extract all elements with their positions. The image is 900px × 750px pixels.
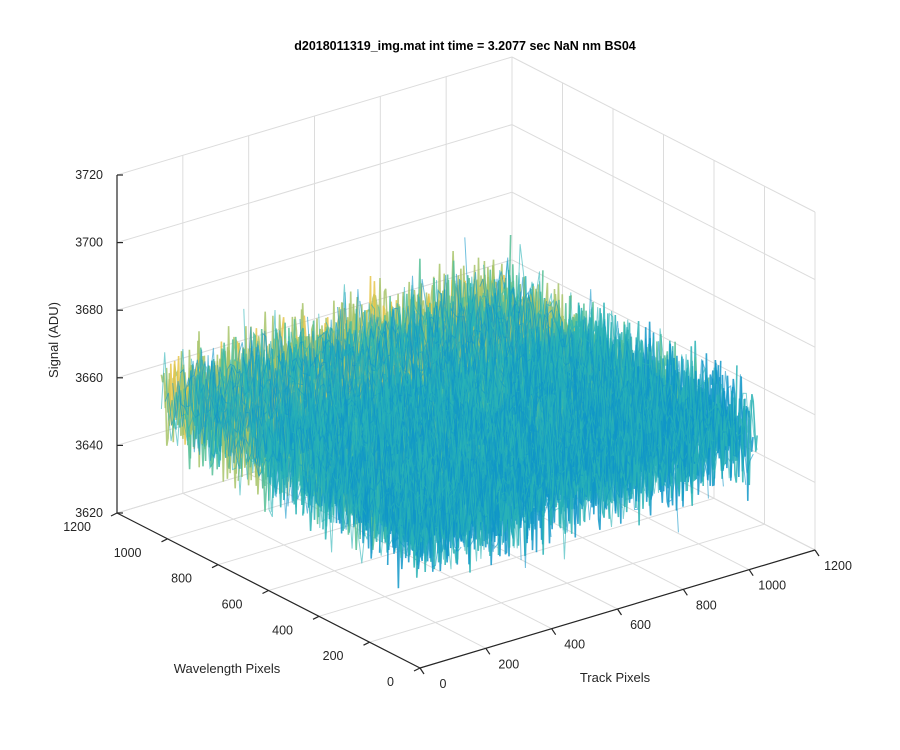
grid-line: [369, 523, 765, 643]
chart-title: d2018011319_img.mat int time = 3.2077 se…: [294, 39, 636, 53]
x-tick-mark: [682, 589, 688, 596]
z-tick-label: 3680: [75, 303, 103, 317]
z-tick-label: 3660: [75, 371, 103, 385]
y-tick-label: 400: [272, 623, 293, 637]
y-tick-mark: [363, 641, 370, 646]
y-axis-label: Wavelength Pixels: [174, 661, 281, 676]
y-tick-label: 800: [171, 572, 192, 586]
z-tick-label: 3720: [75, 168, 103, 182]
y-tick-mark: [161, 538, 168, 543]
y-tick-label: 1000: [114, 546, 142, 560]
y-tick-label: 200: [323, 649, 344, 663]
x-tick-label: 0: [440, 677, 447, 691]
z-tick-label: 3700: [75, 236, 103, 250]
surface-column: [396, 311, 657, 496]
x-tick-mark: [814, 549, 820, 557]
y-tick-mark: [262, 589, 269, 595]
y-tick-mark: [211, 564, 219, 569]
x-tick-label: 1200: [824, 559, 852, 573]
x-tick-label: 200: [498, 657, 519, 671]
surface-column: [494, 257, 754, 474]
z-axis-label: Signal (ADU): [46, 302, 61, 378]
z-tick-label: 3620: [75, 506, 103, 520]
y-tick-label: 1200: [63, 520, 91, 534]
x-tick-label: 1000: [758, 579, 786, 593]
grid-line: [318, 497, 715, 617]
y-tick-mark: [413, 667, 421, 672]
surface-column: [487, 277, 747, 485]
x-tick-mark: [485, 648, 491, 655]
x-tick-mark: [617, 608, 622, 616]
axes: [110, 174, 820, 675]
x-tick-mark: [419, 667, 425, 675]
x-tick-label: 400: [564, 638, 585, 652]
y-tick-mark: [312, 615, 320, 620]
x-tick-mark: [748, 569, 754, 576]
y-tick-label: 600: [222, 598, 243, 612]
x-tick-mark: [551, 628, 557, 635]
surface-column: [280, 336, 541, 549]
tick-labels: 0 200 400 600 800 1000 1200 0 200 400 600 800 1000 12…: [63, 168, 852, 691]
y-tick-label: 0: [387, 675, 394, 689]
surface-column: [498, 288, 758, 466]
x-tick-label: 800: [696, 598, 717, 612]
surface-noise: [160, 234, 758, 589]
z-tick-label: 3640: [75, 438, 103, 452]
x-tick-label: 600: [630, 618, 651, 632]
y-tick-mark: [110, 512, 118, 517]
surface-column: [198, 366, 458, 570]
x-axis-label: Track Pixels: [580, 670, 651, 685]
